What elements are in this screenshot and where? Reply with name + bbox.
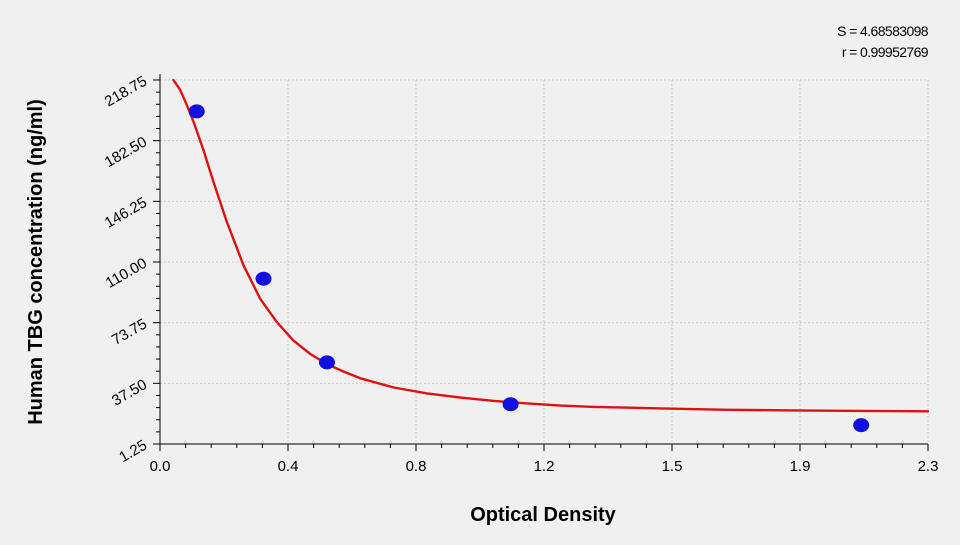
y-tick-label: 146.25 (102, 194, 150, 232)
x-tick-label: 1.5 (662, 458, 683, 475)
y-tick-label: 182.50 (102, 133, 150, 171)
fitted-curve-line (172, 78, 930, 413)
data-point (502, 397, 519, 412)
data-point (853, 418, 870, 433)
stat-s-value: S = 4.68583098 (837, 23, 928, 39)
y-tick-label: 110.00 (103, 255, 150, 292)
x-tick-label: 1.2 (534, 458, 555, 475)
y-tick-label: 37.50 (109, 376, 150, 409)
x-tick-label: 0.4 (278, 458, 299, 475)
axes: 0.0 0.4 0.8 1.2 1.5 1.9 2.3 1.25 37.50 73.75 110.0… (102, 73, 939, 475)
x-tick-label: 0.0 (150, 458, 171, 475)
data-point (318, 355, 335, 370)
data-point (255, 271, 272, 286)
grid-layer (160, 79, 929, 444)
y-tick-label: 1.25 (116, 437, 150, 466)
y-tick-label: 73.75 (109, 315, 150, 348)
y-axis-title: Human TBG concentration (ng/ml) (25, 99, 47, 425)
y-tick-label: 218.75 (102, 73, 150, 111)
x-tick-label: 0.8 (406, 458, 427, 475)
x-tick-label: 2.3 (918, 458, 939, 475)
data-point (188, 104, 205, 119)
x-axis-title: Optical Density (470, 504, 616, 526)
x-tick-label: 1.9 (790, 458, 811, 475)
stat-r-value: r = 0.99952769 (841, 44, 929, 60)
series-layer (172, 78, 930, 433)
